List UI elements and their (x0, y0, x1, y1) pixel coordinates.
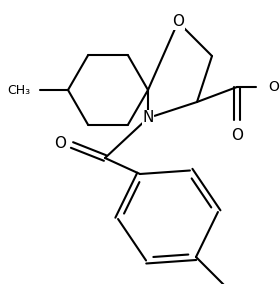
Text: O: O (172, 14, 184, 30)
Text: OH: OH (268, 80, 280, 94)
Text: CH₃: CH₃ (7, 83, 30, 97)
Text: N: N (142, 110, 154, 126)
Text: O: O (54, 135, 66, 151)
Text: O: O (231, 128, 243, 143)
